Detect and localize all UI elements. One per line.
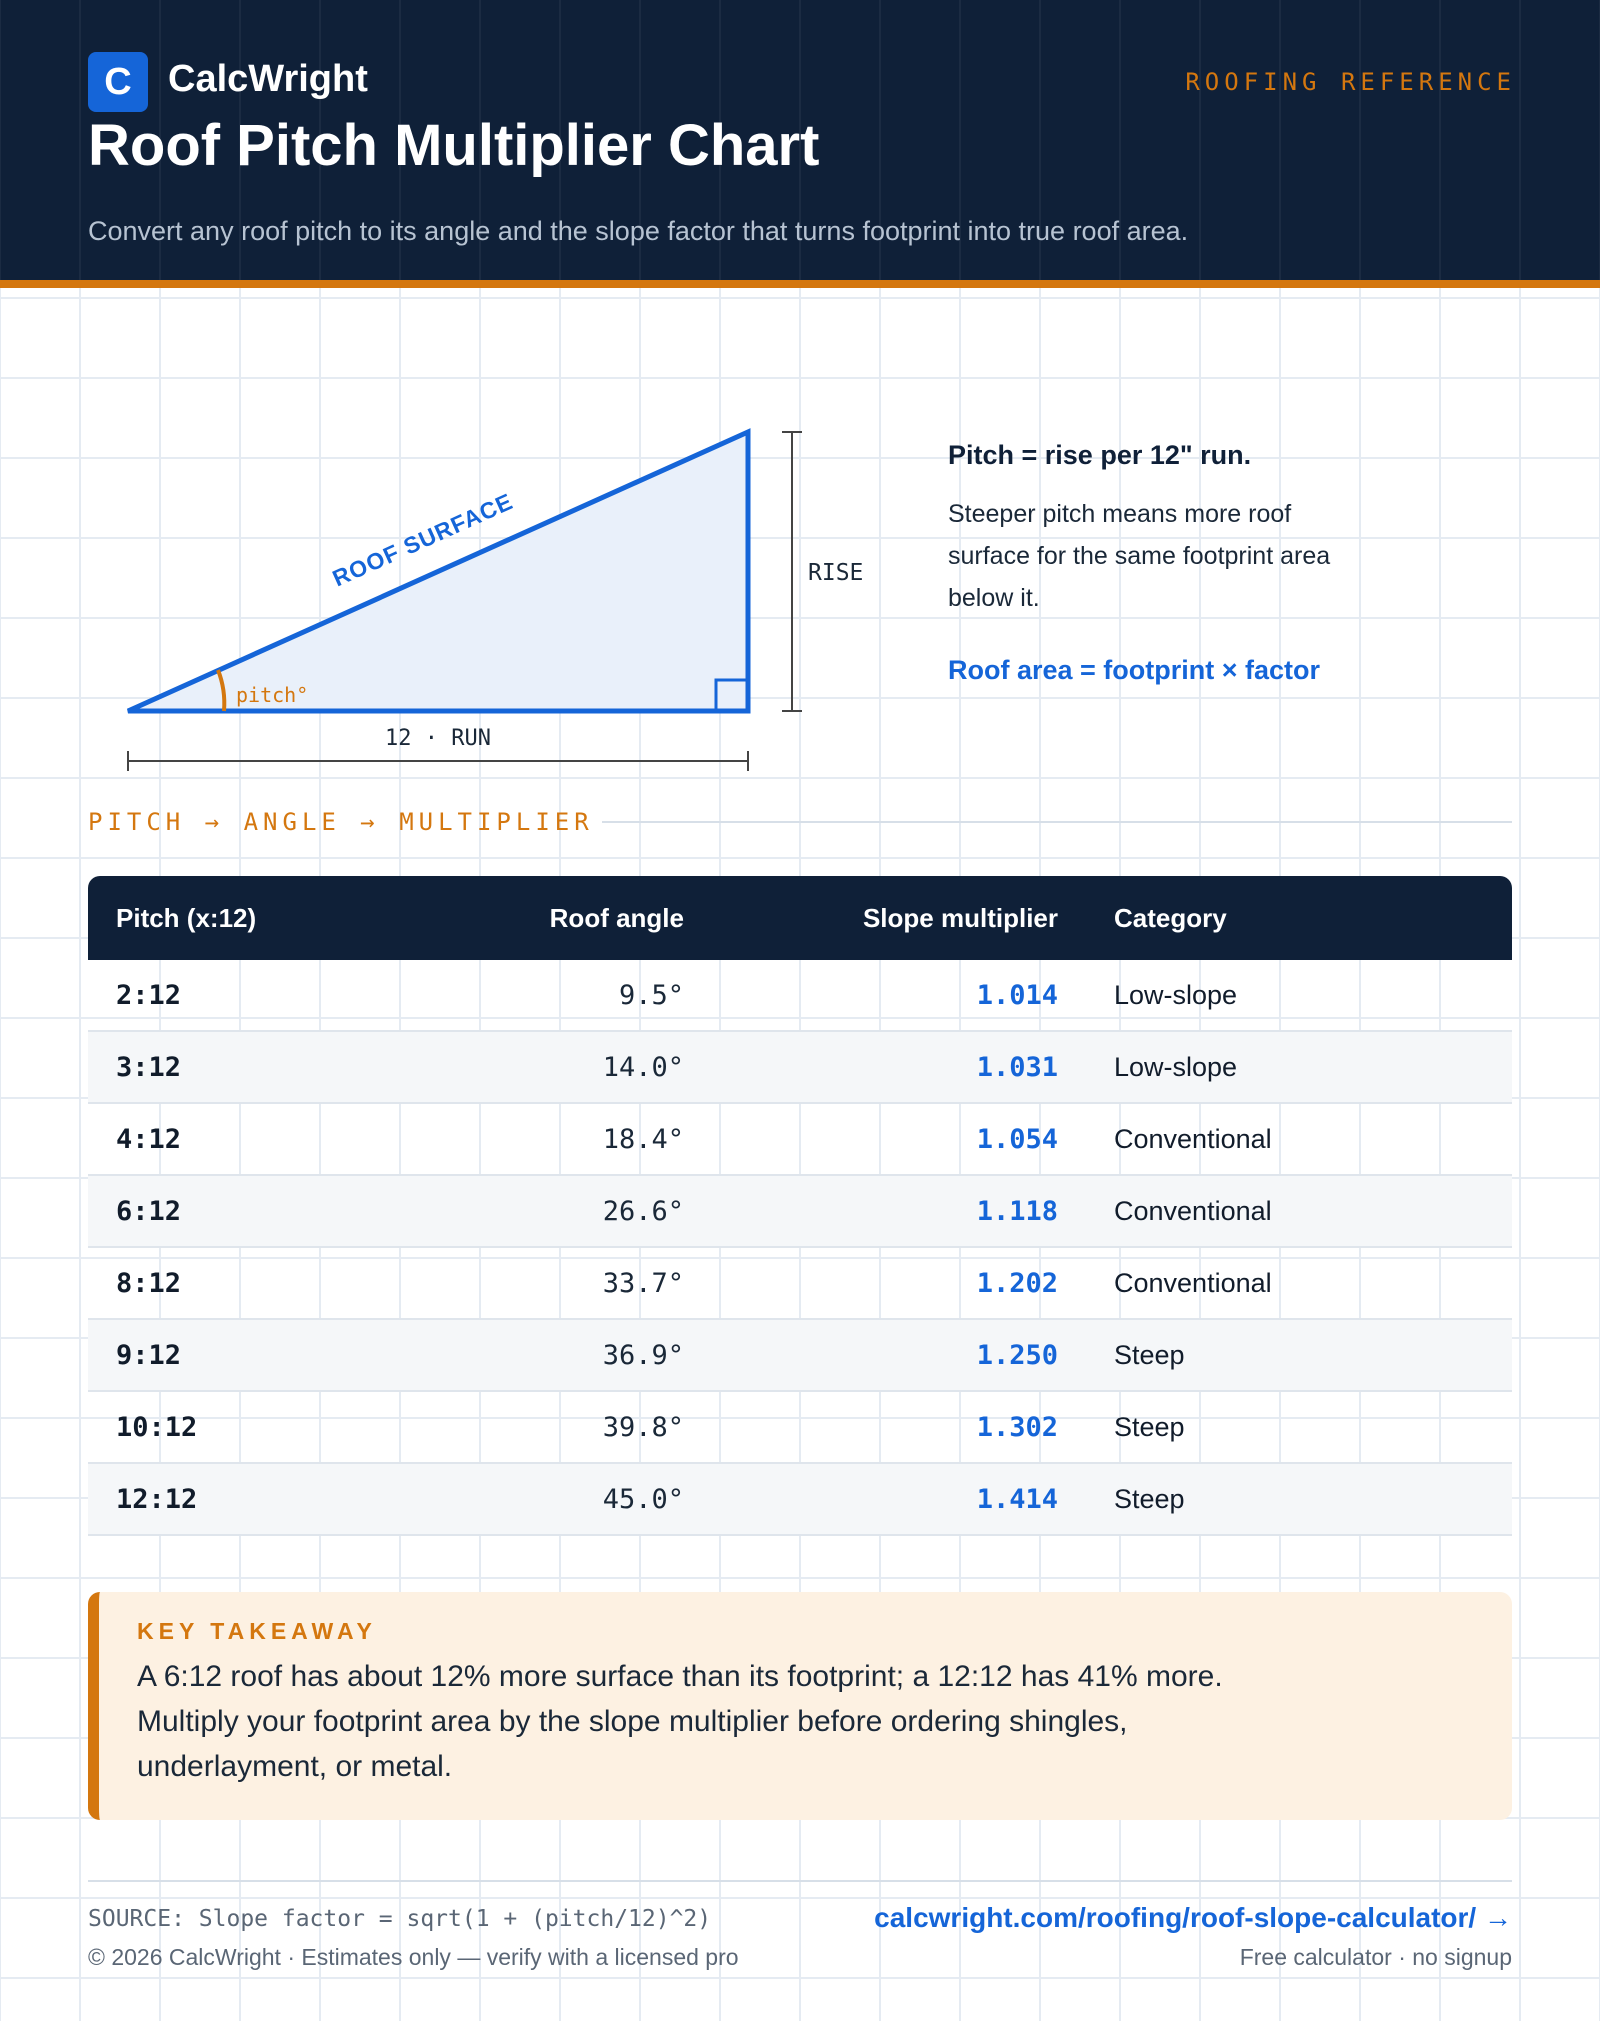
table-row: 4:12 18.4° 1.054 Conventional — [88, 1104, 1512, 1176]
multiplier-cell: 1.031 — [976, 1051, 1058, 1083]
angle-cell: 45.0° — [602, 1483, 684, 1515]
table-row: 6:12 26.6° 1.118 Conventional — [88, 1176, 1512, 1248]
pitch-cell: 6:12 — [116, 1195, 182, 1227]
explanation-body: Steeper pitch means more roof surface fo… — [948, 500, 1331, 612]
table-row: 10:12 39.8° 1.302 Steep — [88, 1392, 1512, 1464]
page-header: C CalcWright ROOFING REFERENCE Roof Pitc… — [0, 0, 1600, 288]
category-cell: Conventional — [1114, 1123, 1272, 1154]
angle-cell: 39.8° — [602, 1411, 684, 1443]
multiplier-cell: 1.054 — [976, 1123, 1058, 1155]
category-cell: Steep — [1114, 1339, 1185, 1370]
angle-cell: 14.0° — [602, 1051, 684, 1083]
column-header-multiplier: Slope multiplier — [862, 902, 1058, 933]
brand-name: CalcWright — [168, 58, 368, 100]
angle-cell: 9.5° — [618, 979, 684, 1011]
run-label: 12 · RUN — [385, 726, 491, 751]
section-label: PITCH → ANGLE → MULTIPLIER — [88, 805, 1512, 839]
table-row: 2:12 9.5° 1.014 Low-slope — [88, 960, 1512, 1032]
footer-divider — [88, 1880, 1512, 1882]
multiplier-cell: 1.250 — [976, 1339, 1058, 1371]
category-cell: Steep — [1114, 1411, 1185, 1442]
column-header-category: Category — [1114, 902, 1227, 933]
calculator-link[interactable]: calcwright.com/roofing/roof-slope-calcul… — [874, 1902, 1512, 1933]
footer-note: Free calculator · no signup — [1239, 1944, 1512, 1970]
category-cell: Steep — [1114, 1483, 1185, 1514]
pitch-cell: 12:12 — [116, 1483, 198, 1515]
takeaway-text: A 6:12 roof has about 12% more surface t… — [137, 1660, 1223, 1783]
multiplier-cell: 1.014 — [976, 979, 1058, 1011]
table-row: 8:12 33.7° 1.202 Conventional — [88, 1248, 1512, 1320]
multiplier-cell: 1.302 — [976, 1411, 1058, 1443]
brand-logo: C — [88, 52, 148, 112]
angle-cell: 18.4° — [602, 1123, 684, 1155]
run-dimension — [127, 751, 749, 771]
column-header-angle: Roof angle — [549, 902, 684, 933]
rise-dimension — [782, 431, 802, 712]
footer-source: SOURCE: Slope factor = sqrt(1 + (pitch/1… — [88, 1906, 712, 1932]
pitch-angle-arc — [216, 669, 227, 712]
angle-cell: 36.9° — [602, 1339, 684, 1371]
page-title: Roof Pitch Multiplier Chart — [88, 113, 820, 178]
pitch-explanation: Pitch = rise per 12" run. Steeper pitch … — [948, 440, 1368, 686]
multiplier-cell: 1.118 — [976, 1195, 1058, 1227]
footer-copyright: © 2026 CalcWright · Estimates only — ver… — [88, 1944, 739, 1970]
category-cell: Conventional — [1114, 1267, 1272, 1298]
pitch-angle-label: pitch° — [236, 683, 308, 707]
pitch-cell: 4:12 — [116, 1123, 182, 1155]
header-tag: ROOFING REFERENCE — [1185, 68, 1516, 96]
table-row: 3:12 14.0° 1.031 Low-slope — [88, 1032, 1512, 1104]
roof-pitch-diagram: pitch° ROOF SURFACE RISE 12 · RUN — [126, 428, 863, 771]
page-subtitle: Convert any roof pitch to its angle and … — [88, 216, 1189, 246]
explanation-lead: Pitch = rise per 12" run. — [948, 440, 1252, 470]
rise-label: RISE — [808, 560, 863, 586]
angle-cell: 26.6° — [602, 1195, 684, 1227]
pitch-cell: 3:12 — [116, 1051, 182, 1083]
category-cell: Low-slope — [1114, 979, 1238, 1010]
category-cell: Low-slope — [1114, 1051, 1238, 1082]
table-row: 12:12 45.0° 1.414 Steep — [88, 1464, 1512, 1536]
section-divider — [601, 821, 1512, 823]
category-cell: Conventional — [1114, 1195, 1272, 1226]
right-angle-marker — [714, 678, 748, 711]
pitch-cell: 2:12 — [116, 979, 182, 1011]
multiplier-cell: 1.202 — [976, 1267, 1058, 1299]
multiplier-cell: 1.414 — [976, 1483, 1058, 1515]
key-takeaway-callout: KEY TAKEAWAY A 6:12 roof has about 12% m… — [88, 1592, 1512, 1820]
section-label-text: PITCH → ANGLE → MULTIPLIER — [88, 808, 594, 836]
pitch-multiplier-table: Pitch (x:12) Roof angle Slope multiplier… — [88, 876, 1512, 1536]
column-header-pitch: Pitch (x:12) — [116, 902, 257, 933]
angle-cell: 33.7° — [602, 1267, 684, 1299]
pitch-cell: 10:12 — [116, 1411, 198, 1443]
takeaway-label: KEY TAKEAWAY — [137, 1618, 377, 1644]
pitch-cell: 9:12 — [116, 1339, 182, 1371]
table-row: 9:12 36.9° 1.250 Steep — [88, 1320, 1512, 1392]
roof-triangle — [126, 428, 751, 714]
table-header: Pitch (x:12) Roof angle Slope multiplier… — [88, 876, 1512, 960]
area-formula: Roof area = footprint × factor — [948, 655, 1321, 685]
pitch-cell: 8:12 — [116, 1267, 182, 1299]
